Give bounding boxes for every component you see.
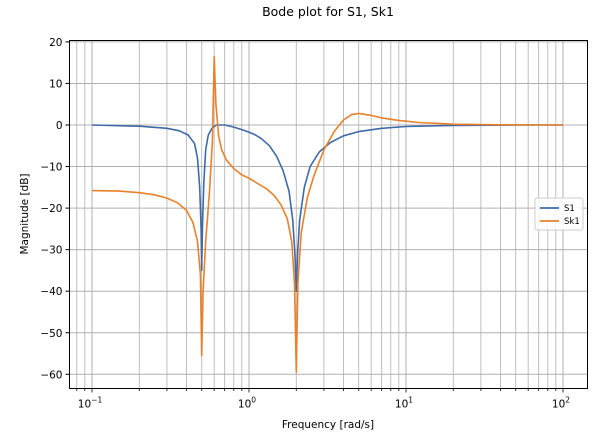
y-tick-label: −60 xyxy=(40,369,62,381)
series-line-s1 xyxy=(91,124,563,292)
y-axis-label: Magnitude [dB] xyxy=(19,173,31,254)
y-tick-label: 0 xyxy=(56,120,63,132)
x-axis-ticks: 10−1 100 101 102 xyxy=(76,388,570,411)
chart-title: Bode plot for S1, Sk1 xyxy=(262,4,394,19)
x-tick-label: 10−1 xyxy=(78,396,103,411)
axes-frame xyxy=(69,40,588,389)
y-tick-label: −20 xyxy=(40,203,62,215)
y-axis-ticks: 20 10 0 −10 −20 −30 −40 −50 −60 xyxy=(40,37,70,381)
x-axis-label: Frequency [rad/s] xyxy=(282,419,374,431)
y-tick-label: −50 xyxy=(40,328,62,340)
legend-label: S1 xyxy=(564,204,575,214)
legend-box xyxy=(534,197,584,231)
series-line-sk1 xyxy=(91,55,564,373)
y-tick-label: −40 xyxy=(40,286,62,298)
grid-lines xyxy=(69,40,588,389)
y-tick-label: 10 xyxy=(49,78,62,90)
legend-label: Sk1 xyxy=(564,217,580,227)
x-tick-label: 102 xyxy=(552,396,570,411)
y-tick-label: 20 xyxy=(49,37,62,49)
x-tick-label: 101 xyxy=(395,396,413,411)
y-tick-label: −10 xyxy=(40,162,62,174)
x-tick-label: 100 xyxy=(238,396,256,411)
y-tick-label: −30 xyxy=(40,245,62,257)
plot-lines xyxy=(91,55,564,373)
